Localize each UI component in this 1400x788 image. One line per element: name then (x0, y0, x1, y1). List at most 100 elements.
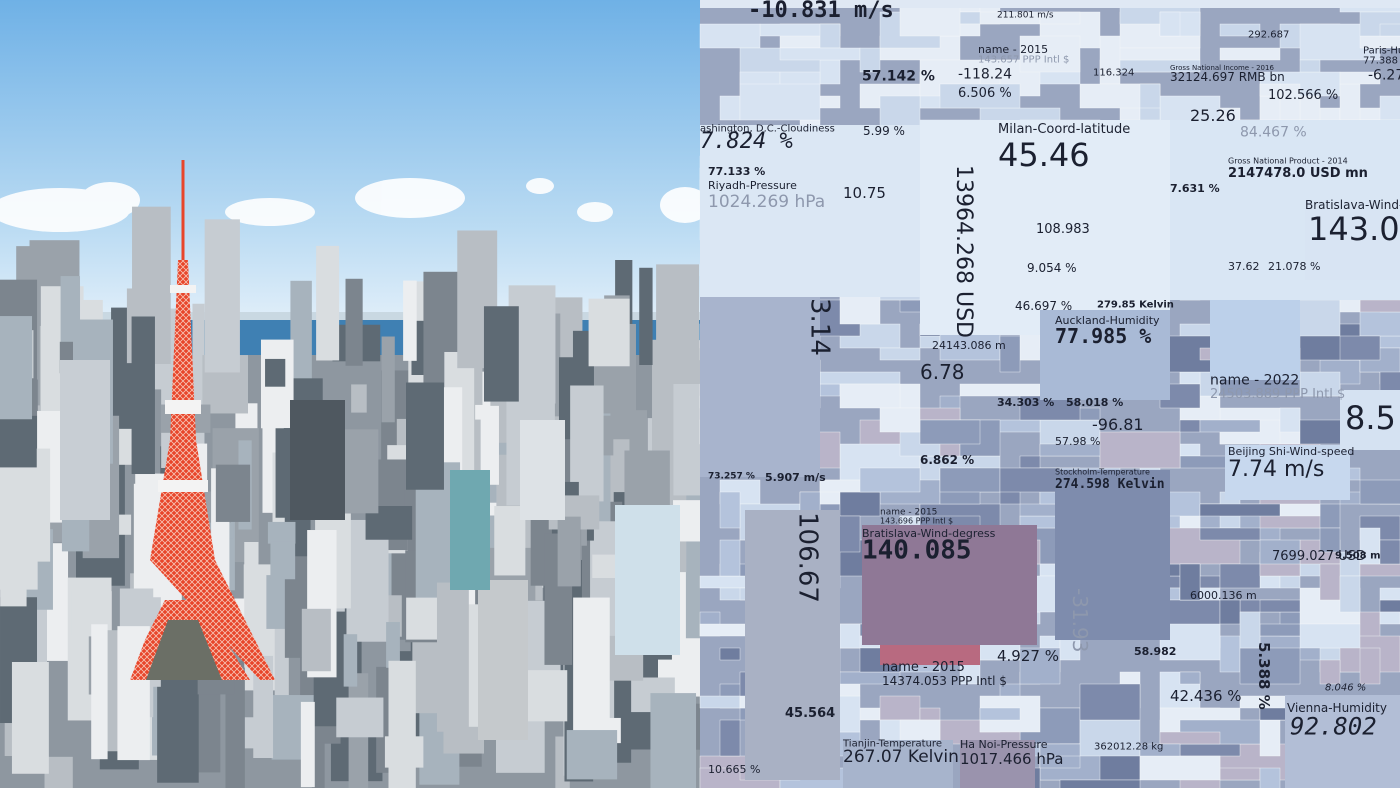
building (290, 400, 345, 520)
tile (1279, 503, 1321, 517)
tile (1259, 83, 1281, 97)
data-label: 58.018 % (1066, 396, 1123, 409)
tile (1299, 59, 1321, 73)
tile (1059, 779, 1141, 788)
data-label: 362012.28 kg (1094, 741, 1163, 752)
building (131, 316, 155, 475)
tile (719, 647, 741, 661)
data-label: 4.927 % (997, 647, 1059, 665)
data-label: 32124.697 RMB bn (1170, 70, 1285, 84)
tile (745, 510, 840, 780)
tile (1379, 587, 1400, 601)
data-label: name - 2015 (880, 508, 937, 518)
data-label: ashington, D.C.-Cloudiness (700, 123, 835, 134)
data-label: 6.506 % (958, 86, 1012, 101)
tile (1079, 683, 1141, 721)
tile (1039, 755, 1081, 769)
data-label: 5.907 m/s (765, 471, 826, 484)
building (270, 541, 296, 580)
clouds (0, 178, 710, 232)
tile (1239, 695, 1261, 709)
tile (1279, 575, 1301, 589)
data-label: Riyadh-Pressure (708, 179, 797, 192)
data-label: 5.388 % (1255, 642, 1273, 710)
data-label: -10.831 m/s (748, 0, 894, 23)
tile (719, 95, 741, 121)
building (284, 556, 308, 658)
data-label: 77.133 % (708, 165, 765, 178)
tile (1219, 23, 1261, 37)
data-label: Stockholm-Temperature (1055, 468, 1150, 477)
data-label: 57.98 % (1055, 435, 1100, 448)
data-label: 7.74 m/s (1228, 457, 1324, 482)
data-label: 58.982 (1134, 645, 1176, 658)
tile (1179, 563, 1201, 601)
tile (839, 623, 861, 649)
tile (1225, 445, 1350, 500)
data-label: 77.388 % (1363, 55, 1400, 66)
data-label: 13964.268 USD (951, 165, 976, 338)
building (265, 358, 286, 387)
data-label: 140.085 (862, 535, 972, 565)
data-label: -31.93 (1068, 588, 1092, 652)
tile (1359, 563, 1400, 577)
data-label: 7.824 % (700, 129, 793, 154)
building (386, 622, 400, 668)
tile (1285, 695, 1400, 788)
building (343, 634, 358, 687)
tile (739, 83, 821, 121)
building (388, 660, 416, 788)
tile (1055, 470, 1170, 640)
tile (1139, 755, 1221, 781)
tile (1219, 599, 1241, 625)
data-label: 77.985 % (1055, 324, 1151, 348)
tile (700, 297, 820, 477)
building (44, 756, 73, 788)
data-label: 7.631 % (1170, 182, 1220, 195)
building (290, 280, 312, 394)
data-label: 3.14 (805, 298, 835, 356)
data-label: 73.257 % (708, 472, 755, 482)
data-label: 57.142 % (862, 69, 935, 85)
tile (1099, 431, 1181, 469)
data-label: 108.983 (1036, 222, 1090, 237)
building (566, 730, 618, 780)
tile (899, 383, 921, 409)
building (639, 267, 653, 365)
data-label: 14374.053 PPP Intl $ (882, 674, 1007, 688)
tile (960, 740, 1035, 788)
data-label: 8.5 (1345, 399, 1396, 437)
building (301, 608, 331, 672)
data-mosaic (699, 0, 1400, 788)
tile (1219, 47, 1281, 61)
data-label: 106.67 (793, 512, 823, 603)
tile (719, 491, 741, 529)
tile (979, 707, 1021, 721)
tile (1239, 611, 1261, 649)
tile (1339, 71, 1381, 85)
data-label: Tianjin-Temperature (842, 738, 942, 749)
data-label: 46.697 % (1015, 299, 1072, 313)
data-label: 6.78 (920, 360, 965, 384)
tile (1359, 299, 1400, 313)
data-label: name - 2015 (882, 660, 965, 675)
data-label: -96.81 (1092, 415, 1144, 434)
building (656, 264, 700, 377)
tile (843, 740, 953, 788)
building (196, 692, 221, 773)
tile (1359, 647, 1381, 685)
tile (1040, 310, 1170, 400)
data-label: 45.46 (998, 136, 1090, 174)
tile (1379, 23, 1400, 37)
tile (699, 23, 761, 49)
data-label: 24503.889 PPP Intl $ (1210, 387, 1345, 402)
tile (839, 383, 901, 409)
tile (1379, 539, 1400, 565)
tile (879, 347, 921, 361)
data-label: 84.467 % (1240, 125, 1307, 141)
building (346, 519, 389, 642)
data-label: 6.862 % (920, 453, 974, 467)
data-label: Auckland-Humidity (1055, 314, 1160, 327)
tile (959, 383, 1041, 397)
tile (919, 419, 981, 445)
